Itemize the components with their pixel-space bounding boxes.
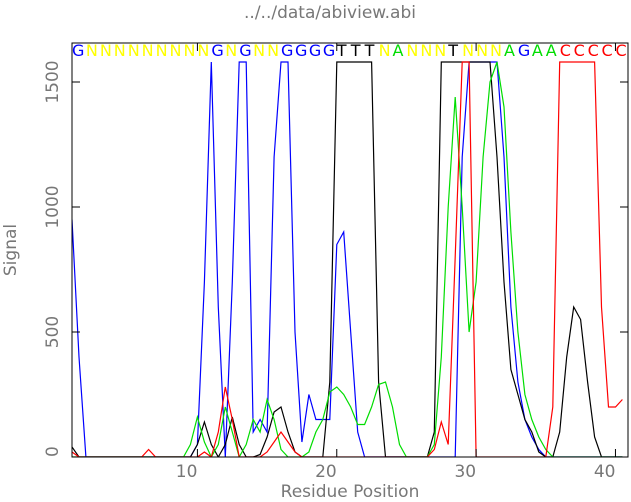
base-call: T <box>336 41 347 60</box>
base-call: G <box>518 41 530 60</box>
base-call: C <box>574 41 585 60</box>
y-tick-label: 1000 <box>43 185 63 228</box>
x-axis-label: Residue Position <box>281 482 420 502</box>
base-call: N <box>406 41 418 60</box>
base-call: N <box>379 41 391 60</box>
base-call: N <box>267 41 279 60</box>
trace <box>72 61 623 457</box>
base-call: T <box>350 41 361 60</box>
base-call: G <box>295 41 307 60</box>
trace <box>72 61 623 457</box>
base-call: G <box>211 41 223 60</box>
base-call: G <box>239 41 251 60</box>
base-call: C <box>615 41 626 60</box>
base-call: N <box>142 41 154 60</box>
base-call: C <box>560 41 571 60</box>
base-call: G <box>281 41 293 60</box>
base-call: N <box>420 41 432 60</box>
chart-title: ../../data/abiview.abi <box>244 3 416 23</box>
x-tick-label: 10 <box>176 462 198 482</box>
base-call: A <box>393 41 404 60</box>
plot-frame <box>71 42 629 458</box>
base-call: N <box>225 41 237 60</box>
base-call: A <box>532 41 543 60</box>
base-call: N <box>128 41 140 60</box>
trace <box>72 61 623 457</box>
base-call: T <box>447 41 458 60</box>
x-tick-label: 40 <box>594 462 616 482</box>
base-call: N <box>114 41 126 60</box>
base-call: N <box>490 41 502 60</box>
x-tick-label: 20 <box>315 462 337 482</box>
y-tick-label: 0 <box>43 446 63 457</box>
base-call: A <box>504 41 515 60</box>
base-call: N <box>476 41 488 60</box>
base-call: N <box>86 41 98 60</box>
y-tick-label: 500 <box>43 316 63 348</box>
base-call: G <box>309 41 321 60</box>
x-tick-label: 30 <box>454 462 476 482</box>
base-call: N <box>197 41 209 60</box>
trace <box>72 61 623 457</box>
base-call: N <box>100 41 112 60</box>
base-call: C <box>588 41 599 60</box>
y-tick-label: 1500 <box>43 60 63 103</box>
base-call: N <box>434 41 446 60</box>
base-call: A <box>546 41 557 60</box>
base-call: T <box>364 41 375 60</box>
base-call: N <box>170 41 182 60</box>
base-call: N <box>156 41 168 60</box>
traces <box>72 61 623 457</box>
base-call: N <box>253 41 265 60</box>
base-call: G <box>72 41 84 60</box>
y-axis-label: Signal <box>1 224 21 276</box>
base-call: G <box>323 41 335 60</box>
base-call: C <box>602 41 613 60</box>
base-call: N <box>462 41 474 60</box>
base-call: N <box>183 41 195 60</box>
